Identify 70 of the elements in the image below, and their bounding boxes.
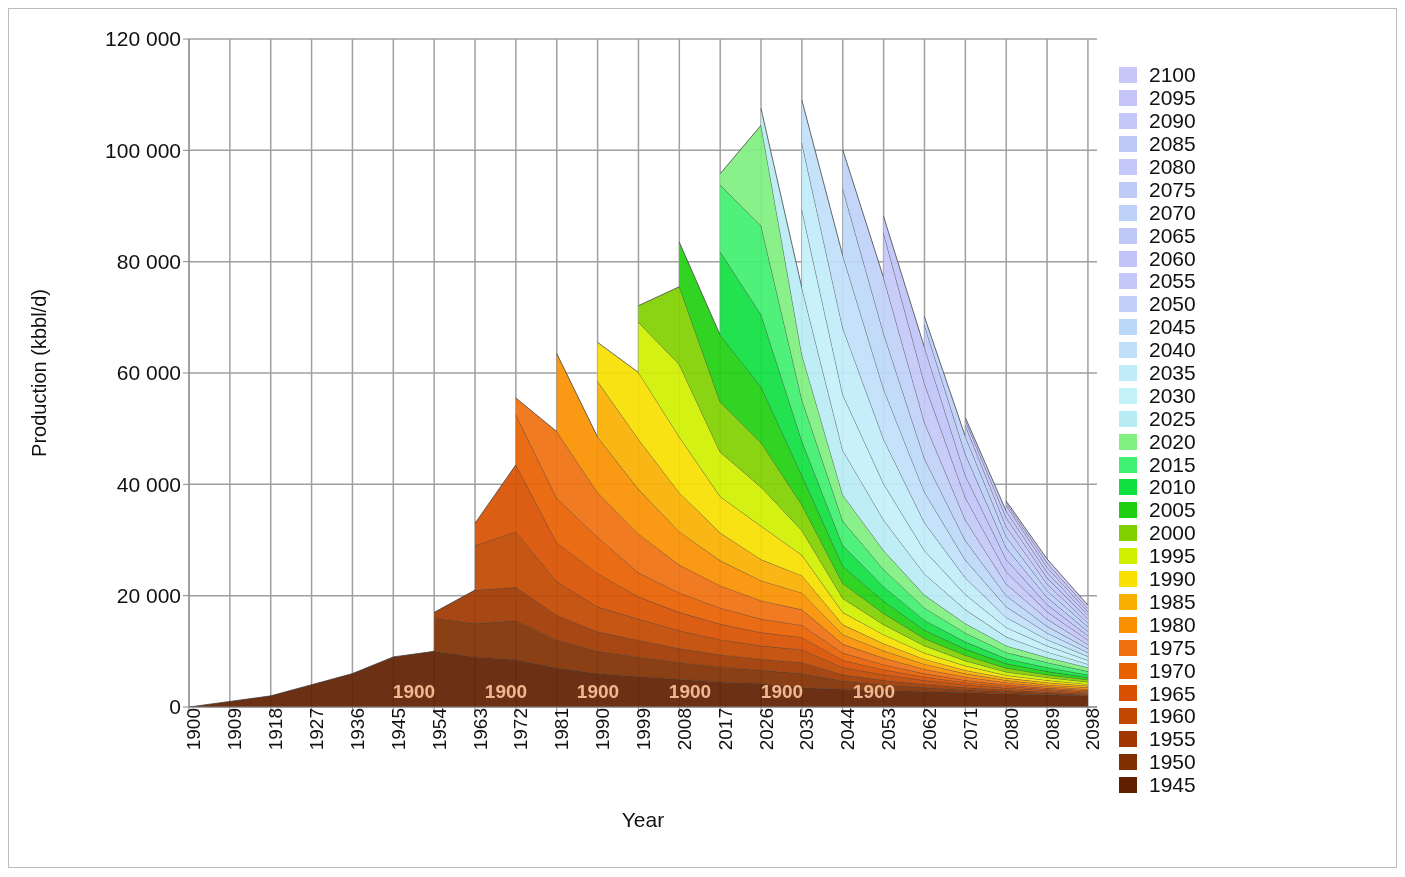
legend-label: 1945 bbox=[1149, 773, 1196, 798]
annotation: 1900 bbox=[391, 681, 437, 703]
legend-label: 1975 bbox=[1149, 635, 1196, 660]
legend-label: 2030 bbox=[1149, 383, 1196, 408]
y-tick-label: 40 000 bbox=[116, 472, 181, 496]
legend-label: 1965 bbox=[1149, 681, 1196, 706]
legend-label: 2000 bbox=[1149, 521, 1196, 546]
annotation: 1900 bbox=[667, 681, 713, 703]
x-tick-label: 1990 bbox=[592, 708, 614, 751]
y-tick-label: 20 000 bbox=[116, 584, 181, 608]
legend-label: 2005 bbox=[1149, 498, 1196, 523]
legend-label: 2055 bbox=[1149, 269, 1196, 294]
legend-label: 2065 bbox=[1149, 223, 1196, 248]
y-tick-label: 120 000 bbox=[105, 27, 181, 51]
x-tick-label: 2035 bbox=[796, 708, 818, 751]
legend-label: 2025 bbox=[1149, 406, 1196, 431]
legend-label: 2090 bbox=[1149, 109, 1196, 134]
x-tick-label: 1945 bbox=[387, 708, 409, 751]
legend-label: 2100 bbox=[1149, 63, 1196, 88]
legend-label: 1985 bbox=[1149, 589, 1196, 614]
x-tick-label: 1999 bbox=[632, 708, 654, 751]
legend-label: 2095 bbox=[1149, 86, 1196, 111]
y-axis-title: Production (kbbl/d) bbox=[28, 289, 51, 457]
x-tick-label: 2089 bbox=[1041, 708, 1063, 751]
legend-label: 2050 bbox=[1149, 292, 1196, 317]
x-tick-label: 2080 bbox=[1000, 708, 1022, 751]
legend-label: 1995 bbox=[1149, 544, 1196, 569]
legend-label: 2080 bbox=[1149, 155, 1196, 180]
x-tick-label: 1927 bbox=[306, 708, 328, 751]
y-tick-label: 100 000 bbox=[105, 138, 181, 162]
legend-label: 2075 bbox=[1149, 177, 1196, 202]
x-axis-title: Year bbox=[621, 808, 665, 831]
legend-label: 1980 bbox=[1149, 612, 1196, 637]
x-tick-label: 1936 bbox=[346, 708, 368, 751]
legend-label: 2015 bbox=[1149, 452, 1196, 477]
y-tick-label: 0 bbox=[169, 695, 181, 719]
legend-label: 1950 bbox=[1149, 750, 1196, 775]
legend-label: 2085 bbox=[1149, 132, 1196, 157]
legend-label: 1960 bbox=[1149, 704, 1196, 729]
x-tick-label: 2044 bbox=[837, 707, 859, 751]
legend-label: 2010 bbox=[1149, 475, 1196, 500]
legend-label: 2045 bbox=[1149, 315, 1196, 340]
legend-label: 2060 bbox=[1149, 246, 1196, 271]
x-tick-label: 1918 bbox=[265, 708, 287, 751]
x-tick-label: 2062 bbox=[918, 708, 940, 751]
y-tick-label: 60 000 bbox=[116, 361, 181, 385]
legend-label: 2040 bbox=[1149, 338, 1196, 363]
x-tick-label: 2008 bbox=[673, 708, 695, 751]
x-tick-label: 1963 bbox=[469, 708, 491, 751]
x-tick-label: 2053 bbox=[878, 708, 900, 751]
x-tick-label: 1954 bbox=[428, 707, 450, 751]
legend-label: 1970 bbox=[1149, 658, 1196, 683]
legend-label: 2020 bbox=[1149, 429, 1196, 454]
x-tick-label: 2098 bbox=[1082, 708, 1104, 751]
x-tick-label: 2026 bbox=[755, 708, 777, 751]
legend-label: 1990 bbox=[1149, 567, 1196, 592]
annotation: 1900 bbox=[759, 681, 805, 703]
x-tick-label: 2071 bbox=[959, 708, 981, 751]
x-tick-label: 1972 bbox=[510, 708, 532, 751]
annotation: 1900 bbox=[483, 681, 529, 703]
y-tick-label: 80 000 bbox=[116, 250, 181, 274]
x-tick-label: 1900 bbox=[183, 708, 205, 751]
legend-label: 2070 bbox=[1149, 200, 1196, 225]
annotation: 1900 bbox=[851, 681, 897, 703]
x-tick-label: 1981 bbox=[551, 708, 573, 751]
legend-label: 1955 bbox=[1149, 727, 1196, 752]
x-tick-label: 2017 bbox=[714, 708, 736, 751]
legend-label: 2035 bbox=[1149, 361, 1196, 386]
x-tick-label: 1909 bbox=[224, 708, 246, 751]
annotation: 1900 bbox=[575, 681, 621, 703]
